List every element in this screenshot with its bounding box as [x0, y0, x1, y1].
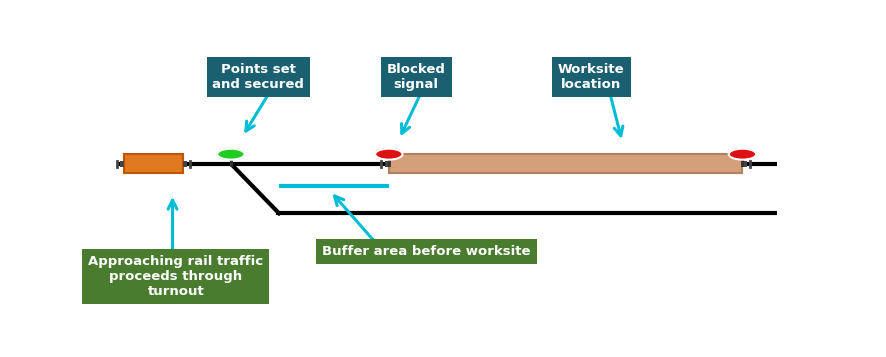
- FancyBboxPatch shape: [389, 154, 742, 174]
- Bar: [120, 161, 124, 167]
- Text: Blocked
signal: Blocked signal: [387, 63, 446, 91]
- FancyBboxPatch shape: [124, 154, 183, 174]
- Text: Points set
and secured: Points set and secured: [213, 63, 304, 91]
- Circle shape: [375, 149, 402, 160]
- Bar: [742, 161, 747, 167]
- Circle shape: [728, 149, 756, 160]
- Text: Worksite
location: Worksite location: [558, 63, 625, 91]
- Bar: [385, 161, 389, 167]
- Text: Approaching rail traffic
proceeds through
turnout: Approaching rail traffic proceeds throug…: [89, 255, 263, 298]
- Bar: [183, 161, 187, 167]
- Text: Buffer area before worksite: Buffer area before worksite: [323, 245, 531, 258]
- Circle shape: [217, 149, 245, 160]
